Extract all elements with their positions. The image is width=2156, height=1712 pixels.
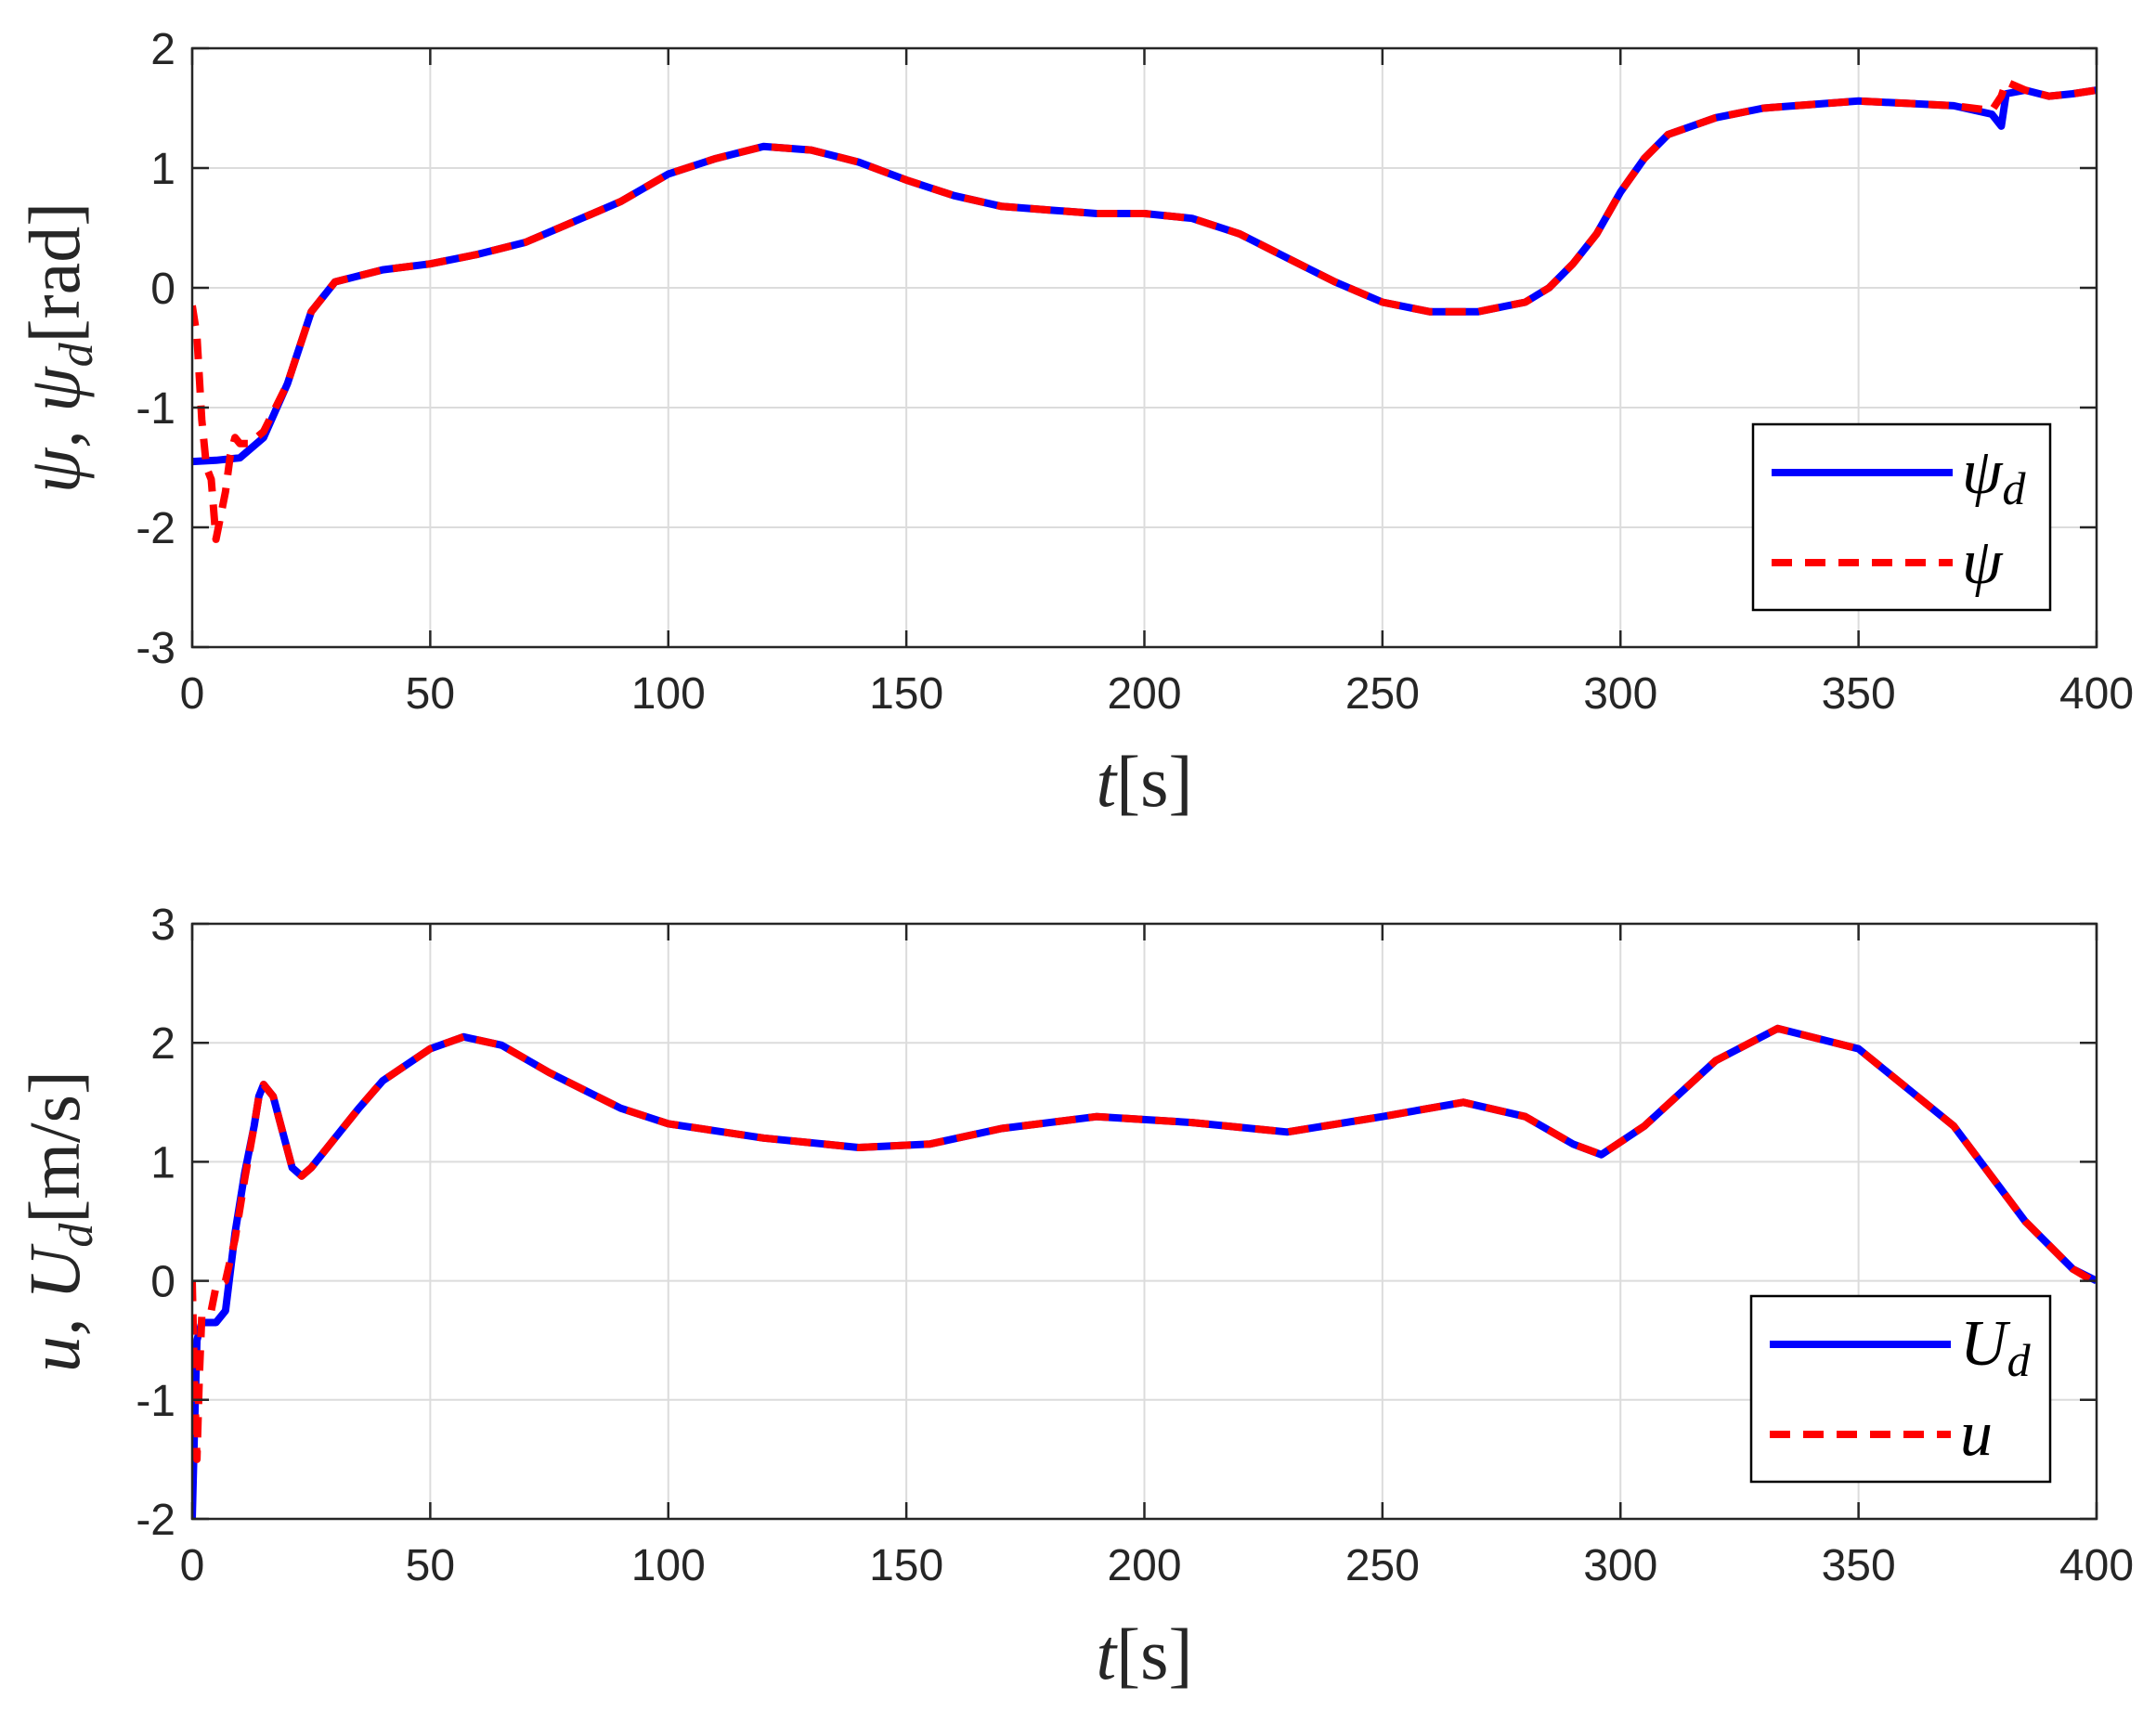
x-tick-label: 400 <box>2059 1541 2134 1590</box>
series-line-actual <box>192 1024 2097 1463</box>
x-tick-label: 300 <box>1583 669 1657 719</box>
y-axis-label: u, Ud[m/s] <box>14 1070 103 1372</box>
legend-label: ψ <box>1962 526 2004 598</box>
x-tick-label: 50 <box>406 669 455 719</box>
legend-label: Ud <box>1960 1308 2032 1386</box>
legend-label: ψd <box>1962 436 2026 514</box>
x-axis-label: t[s] <box>1097 1614 1193 1694</box>
x-tick-label: 250 <box>1345 1541 1420 1590</box>
y-axis-label-sub: d <box>50 1223 103 1248</box>
x-axis-label-main: t <box>1097 1614 1119 1694</box>
x-tick-label: 300 <box>1583 1541 1657 1590</box>
legend-label-sub: d <box>2007 1334 2032 1386</box>
y-tick-label: -1 <box>136 384 175 434</box>
chart-panel-1: 0 50 100 150 200 250 300 350 400 -3 -2 -1 0 1 2 t[s] ψ, … <box>14 25 2134 822</box>
y-tick-label: 2 <box>150 1019 175 1069</box>
y-tick-label: -1 <box>136 1377 175 1426</box>
y-tick-label: 3 <box>150 901 175 950</box>
x-tick-label: 200 <box>1107 1541 1181 1590</box>
x-tick-label: 0 <box>180 669 205 719</box>
y-tick-label: -2 <box>136 504 175 553</box>
x-tick-label: 50 <box>406 1541 455 1590</box>
legend-label-main: U <box>1960 1308 2011 1380</box>
y-tick-label: 0 <box>150 265 175 314</box>
x-tick-label: 0 <box>180 1541 205 1590</box>
x-axis-label-unit: [s] <box>1116 1614 1192 1694</box>
y-tick-label: 0 <box>150 1258 175 1307</box>
y-tick-label: 1 <box>150 1138 175 1187</box>
y-axis-label-sub: d <box>50 342 103 367</box>
y-tick-label: -3 <box>136 624 175 673</box>
y-tick-label: 2 <box>150 25 175 74</box>
legend-box <box>1749 1294 2052 1484</box>
x-axis-label: t[s] <box>1097 741 1193 822</box>
legend: Udu <box>1749 1294 2052 1484</box>
y-tick-label: 1 <box>150 145 175 194</box>
x-tick-label: 150 <box>869 669 943 719</box>
legend-label-sub: d <box>2002 462 2026 514</box>
y-axis-label-main: ψ, ψ <box>14 366 95 493</box>
y-axis-label: ψ, ψd[rad] <box>14 202 103 493</box>
x-tick-label: 150 <box>869 1541 943 1590</box>
legend-box <box>1751 422 2052 612</box>
y-axis-label-unit: [m/s] <box>14 1070 95 1224</box>
x-tick-label: 100 <box>631 1541 706 1590</box>
legend-label-main: ψ <box>1962 526 2004 598</box>
legend-label-main: u <box>1960 1398 1993 1470</box>
legend-label: u <box>1960 1398 1993 1470</box>
chart-panel-2: 0 50 100 150 200 250 300 350 400 -2 -1 0 1 2 3 t[s] u, U… <box>14 901 2134 1694</box>
legend: ψdψ <box>1751 422 2052 612</box>
x-tick-label: 350 <box>1822 1541 1896 1590</box>
x-axis-label-unit: [s] <box>1116 741 1192 822</box>
legend-label-main: ψ <box>1962 436 2004 508</box>
x-tick-label: 250 <box>1345 669 1420 719</box>
x-tick-label: 350 <box>1822 669 1896 719</box>
x-tick-label: 200 <box>1107 669 1181 719</box>
y-tick-label: -2 <box>136 1496 175 1545</box>
y-axis-label-unit: [rad] <box>14 202 95 344</box>
series-line-actual <box>192 78 2097 543</box>
x-tick-label: 400 <box>2059 669 2134 719</box>
y-axis-label-main: u, U <box>14 1243 95 1372</box>
x-tick-label: 100 <box>631 669 706 719</box>
x-axis-label-main: t <box>1097 741 1119 822</box>
